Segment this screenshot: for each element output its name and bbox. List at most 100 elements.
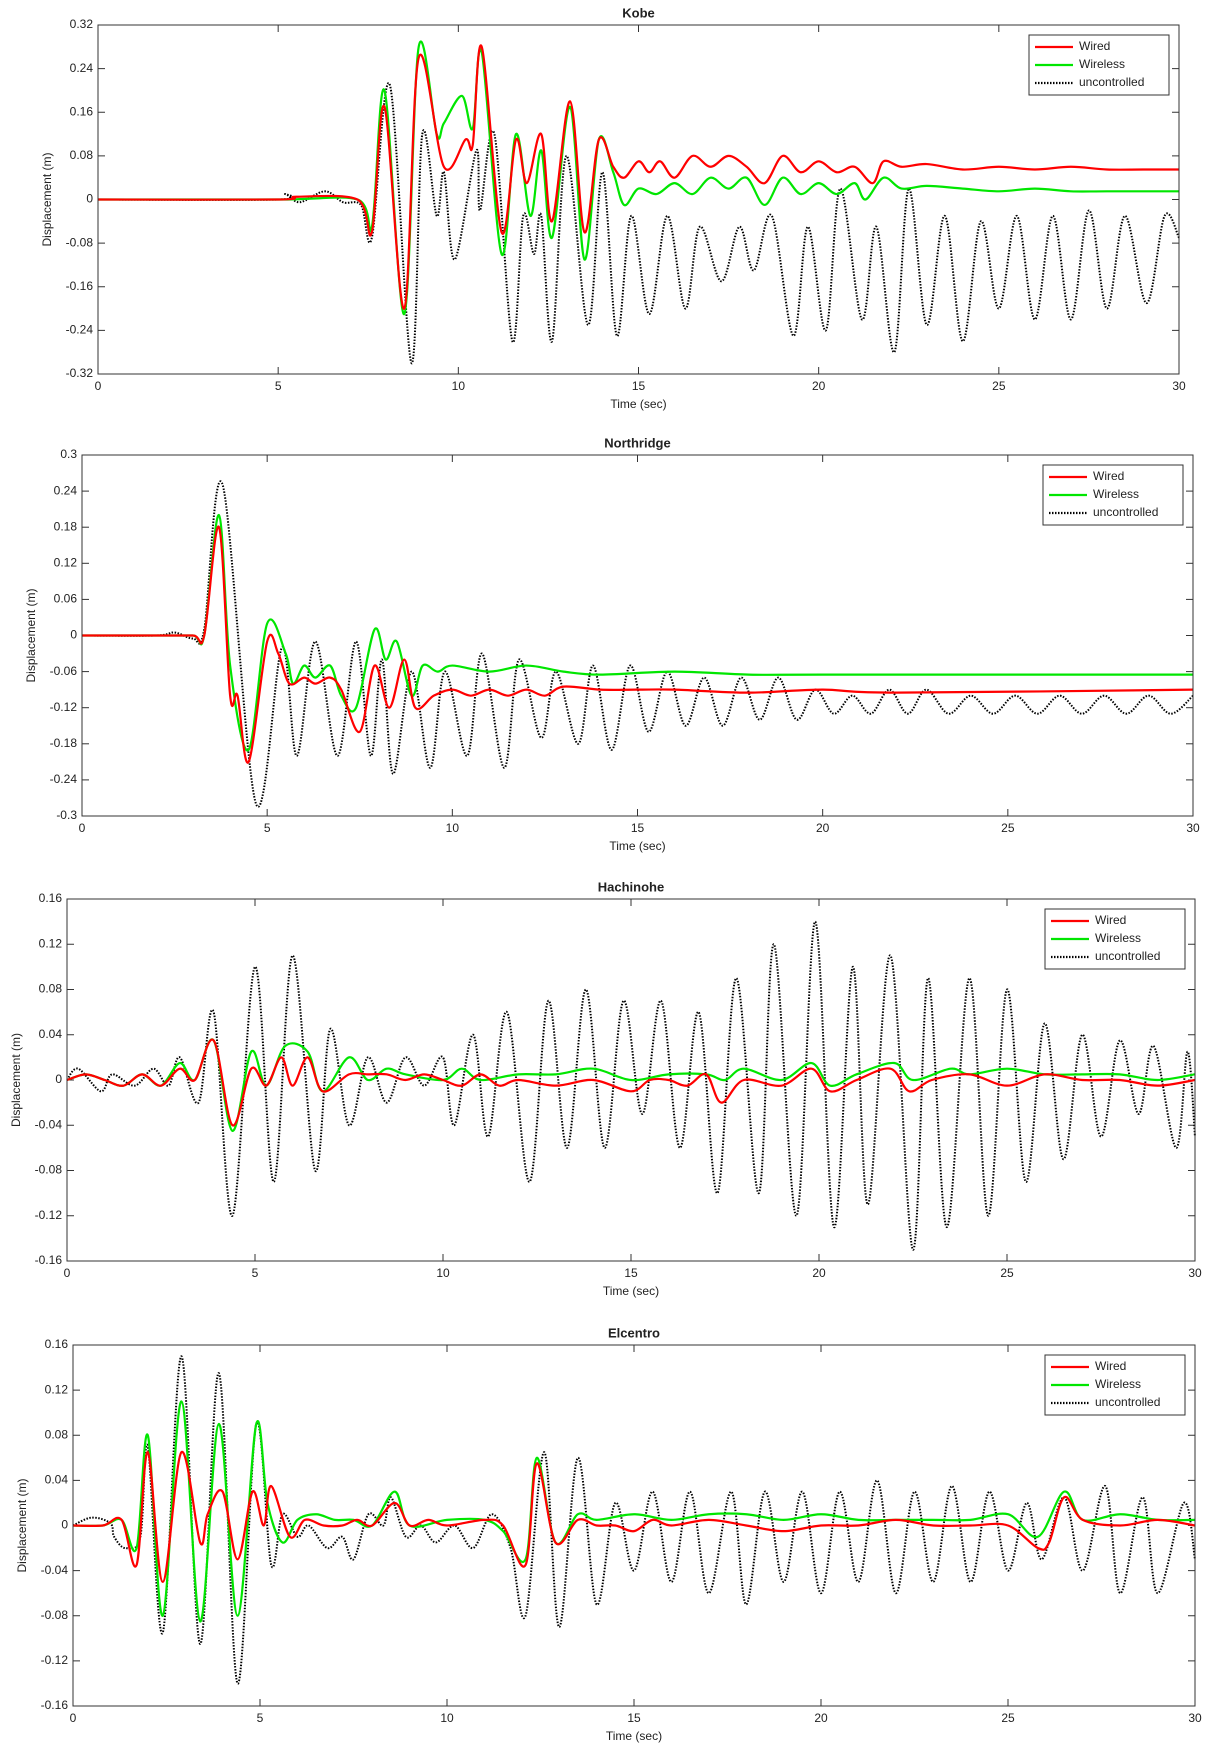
x-tick-label: 25 <box>1000 1266 1014 1280</box>
plot-area <box>82 455 1193 816</box>
y-tick-label: 0.24 <box>70 61 94 75</box>
x-tick-label: 20 <box>814 1711 828 1725</box>
legend-label: Wired <box>1095 1359 1126 1373</box>
x-tick-label: 10 <box>452 379 466 393</box>
y-tick-label: 0.12 <box>39 936 63 950</box>
x-tick-label: 15 <box>624 1266 638 1280</box>
axes-frame <box>66 898 1196 1262</box>
data-line <box>72 1400 1196 1623</box>
y-tick-label: -0.08 <box>35 1163 63 1177</box>
axes-frame <box>72 1344 1196 1707</box>
x-axis-label: Time (sec) <box>610 397 666 411</box>
y-tick-label: 0 <box>70 628 77 642</box>
y-tick-label: -0.12 <box>50 700 78 714</box>
y-tick-label: 0.12 <box>54 555 78 569</box>
y-tick-label: -0.12 <box>35 1208 63 1222</box>
x-tick-label: 0 <box>95 379 102 393</box>
data-line <box>81 525 1194 764</box>
x-tick-label: 5 <box>257 1711 264 1725</box>
y-tick-label: 0.16 <box>39 891 63 905</box>
x-tick-label: 0 <box>64 1266 71 1280</box>
legend-label: uncontrolled <box>1095 1395 1160 1409</box>
x-tick-label: 15 <box>631 821 645 835</box>
legend-label: Wired <box>1095 913 1126 927</box>
x-tick-label: 25 <box>1001 821 1015 835</box>
data-line <box>66 920 1196 1251</box>
y-tick-label: 0.16 <box>45 1337 69 1351</box>
legend-label: uncontrolled <box>1093 505 1158 519</box>
y-tick-label: 0.32 <box>70 17 94 31</box>
x-tick-label: 25 <box>1001 1711 1015 1725</box>
legend-label: Wireless <box>1079 57 1125 71</box>
y-tick-label: -0.16 <box>66 279 94 293</box>
y-tick-label: -0.08 <box>66 235 94 249</box>
legend-label: Wired <box>1093 469 1124 483</box>
y-tick-label: 0 <box>61 1518 68 1532</box>
y-tick-label: 0.18 <box>54 519 78 533</box>
legend-label: Wired <box>1079 39 1110 53</box>
x-tick-label: 30 <box>1186 821 1200 835</box>
data-line <box>66 1038 1196 1127</box>
y-tick-label: 0.08 <box>45 1427 69 1441</box>
x-tick-label: 10 <box>440 1711 454 1725</box>
y-tick-label: -0.04 <box>35 1117 63 1131</box>
data-line <box>72 1451 1196 1584</box>
x-tick-label: 20 <box>812 1266 826 1280</box>
data-line <box>97 82 1180 365</box>
x-tick-label: 30 <box>1188 1711 1202 1725</box>
y-axis-label: Displacement (m) <box>40 152 54 246</box>
y-tick-label: 0.3 <box>60 447 77 461</box>
legend-label: Wireless <box>1093 487 1139 501</box>
x-tick-label: 5 <box>275 379 282 393</box>
x-axis-label: Time (sec) <box>603 1284 659 1298</box>
x-tick-label: 10 <box>436 1266 450 1280</box>
y-axis-label: Displacement (m) <box>15 1478 29 1572</box>
y-tick-label: 0.24 <box>54 483 78 497</box>
x-tick-label: 5 <box>264 821 271 835</box>
chart-title: Elcentro <box>608 1325 660 1340</box>
x-tick-label: 20 <box>816 821 830 835</box>
y-tick-label: 0.04 <box>39 1027 63 1041</box>
x-tick-label: 15 <box>632 379 646 393</box>
y-tick-label: 0.12 <box>45 1382 69 1396</box>
y-tick-label: 0 <box>55 1072 62 1086</box>
y-tick-label: 0.04 <box>45 1473 69 1487</box>
y-tick-label: 0.16 <box>70 104 94 118</box>
x-tick-label: 0 <box>79 821 86 835</box>
y-tick-label: -0.16 <box>41 1698 69 1712</box>
y-tick-label: -0.04 <box>41 1563 69 1577</box>
y-tick-label: -0.24 <box>66 323 94 337</box>
y-axis-label: Displacement (m) <box>24 588 38 682</box>
data-line <box>72 1355 1196 1685</box>
legend-label: uncontrolled <box>1095 949 1160 963</box>
y-tick-label: -0.32 <box>66 366 94 380</box>
legend-label: Wireless <box>1095 931 1141 945</box>
x-tick-label: 30 <box>1172 379 1186 393</box>
y-tick-label: 0.08 <box>39 982 63 996</box>
y-tick-label: -0.16 <box>35 1253 63 1267</box>
y-tick-label: 0.08 <box>70 148 94 162</box>
legend-label: uncontrolled <box>1079 75 1144 89</box>
y-tick-label: -0.3 <box>56 808 77 822</box>
y-tick-label: 0 <box>86 192 93 206</box>
axes-frame <box>81 454 1194 817</box>
y-tick-label: -0.12 <box>41 1653 69 1667</box>
x-tick-label: 5 <box>252 1266 259 1280</box>
data-line <box>97 44 1179 310</box>
x-tick-label: 0 <box>70 1711 77 1725</box>
x-tick-label: 25 <box>992 379 1006 393</box>
x-axis-label: Time (sec) <box>606 1729 662 1743</box>
x-tick-label: 10 <box>446 821 460 835</box>
x-tick-label: 30 <box>1188 1266 1202 1280</box>
y-tick-label: -0.06 <box>50 664 78 678</box>
y-tick-label: -0.18 <box>50 736 78 750</box>
chart-title: Kobe <box>622 5 655 20</box>
chart-title: Northridge <box>604 435 670 450</box>
y-axis-label: Displacement (m) <box>9 1033 23 1127</box>
x-tick-label: 20 <box>812 379 826 393</box>
chart-title: Hachinohe <box>598 879 664 894</box>
y-tick-label: 0.06 <box>54 592 78 606</box>
plot-area <box>73 1345 1195 1706</box>
y-tick-label: -0.24 <box>50 772 78 786</box>
